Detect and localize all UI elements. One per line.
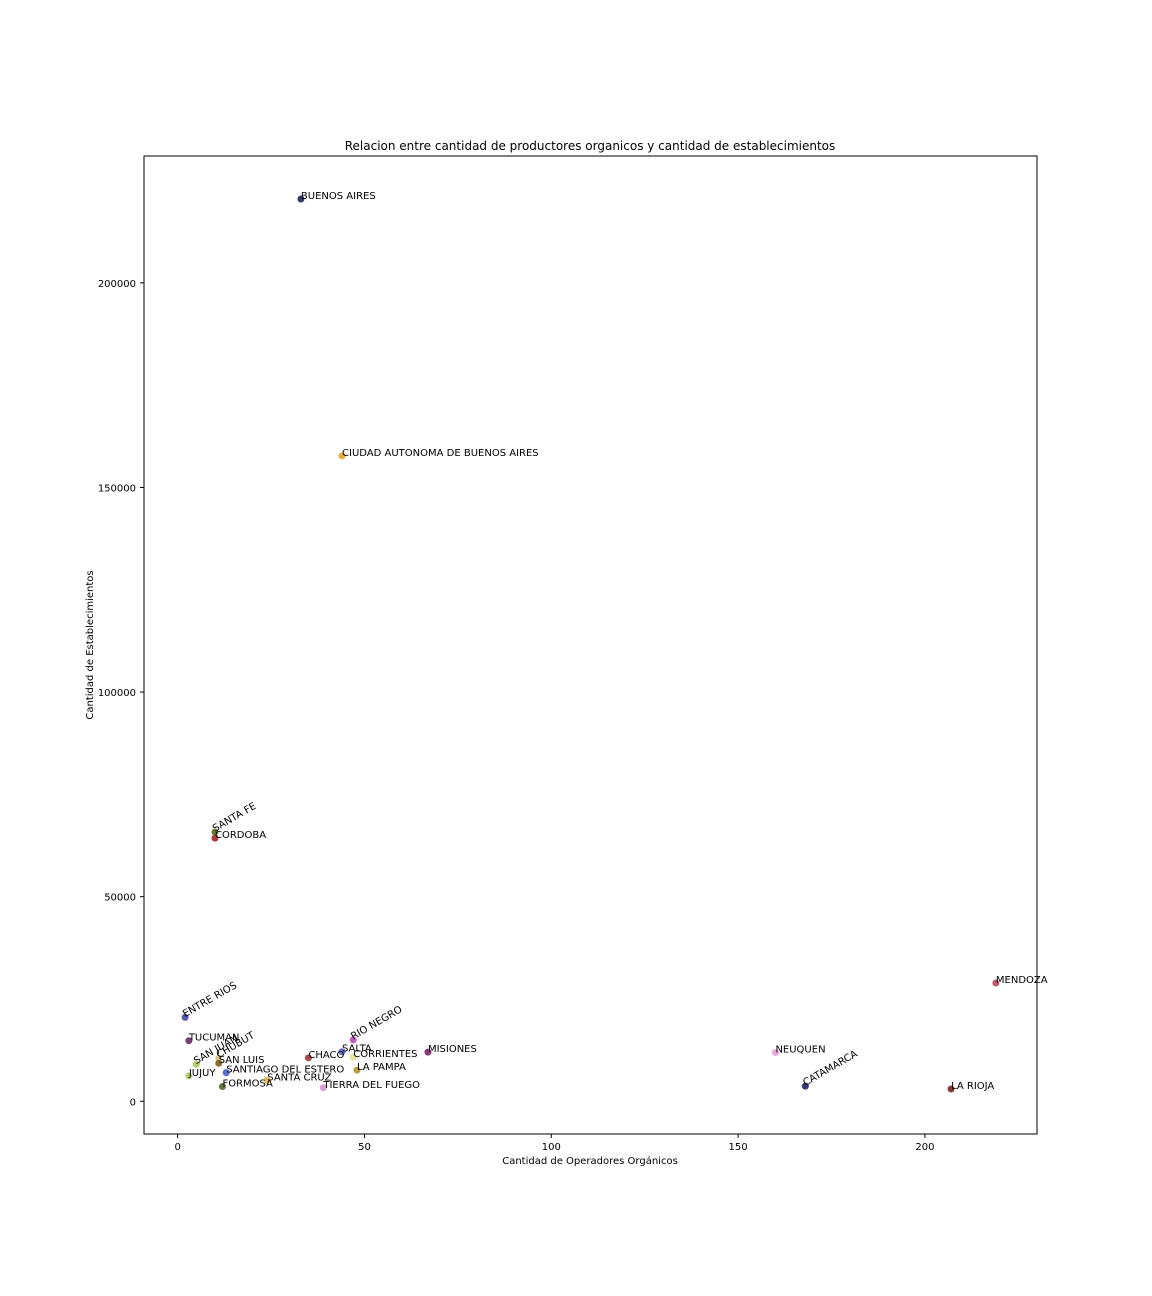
point-label: RIO NEGRO <box>349 1004 404 1042</box>
data-point <box>338 1048 346 1056</box>
chart-title: Relacion entre cantidad de productores o… <box>345 139 836 153</box>
x-tick-label: 100 <box>542 1142 561 1153</box>
data-point <box>424 1048 432 1056</box>
data-point <box>297 195 305 203</box>
x-tick-label: 50 <box>358 1142 371 1153</box>
point-labels: BUENOS AIRES CIUDAD AUTONOMA DE BUENOS AI… <box>181 191 1048 1092</box>
point-label: TUCUMAN <box>188 1033 240 1044</box>
data-point <box>185 1037 193 1045</box>
data-point <box>349 1053 357 1061</box>
y-tick-label: 150000 <box>98 483 136 494</box>
y-tick-label: 100000 <box>98 688 136 699</box>
data-points <box>181 195 1000 1093</box>
x-tick-label: 150 <box>729 1142 748 1153</box>
point-label: TIERRA DEL FUEGO <box>322 1080 420 1091</box>
data-point <box>215 1059 223 1067</box>
point-label: MENDOZA <box>996 975 1048 986</box>
point-label: MISIONES <box>428 1044 477 1055</box>
data-point <box>211 828 219 836</box>
point-label: CIUDAD AUTONOMA DE BUENOS AIRES <box>342 448 539 459</box>
y-axis: 0 50000 100000 150000 200000 <box>98 279 144 1108</box>
data-point <box>349 1036 357 1044</box>
point-label: FORMOSA <box>222 1079 273 1090</box>
point-label: NEUQUEN <box>775 1045 825 1056</box>
data-point <box>192 1060 200 1068</box>
data-point <box>263 1076 271 1084</box>
x-tick-label: 200 <box>915 1142 934 1153</box>
point-label: CHACO <box>308 1050 344 1061</box>
point-label: JUJUY <box>188 1068 217 1079</box>
data-point <box>211 834 219 842</box>
point-label: SANTIAGO DEL ESTERO <box>226 1065 344 1076</box>
data-point <box>771 1049 779 1057</box>
point-label: ENTRE RIOS <box>181 980 239 1020</box>
point-label: CORRIENTES <box>353 1049 417 1060</box>
x-axis: 0 50 100 150 200 <box>174 1134 934 1153</box>
data-point <box>947 1085 955 1093</box>
x-axis-label: Cantidad de Operadores Orgánicos <box>502 1155 678 1167</box>
point-label: SANTA CRUZ <box>267 1072 331 1083</box>
point-label: SALTA <box>342 1044 372 1055</box>
x-tick-label: 0 <box>174 1142 180 1153</box>
data-point <box>215 1054 223 1062</box>
y-tick-label: 200000 <box>98 279 136 290</box>
data-point <box>185 1072 193 1080</box>
data-point <box>353 1066 361 1074</box>
data-point <box>319 1084 327 1092</box>
data-point <box>222 1069 230 1077</box>
y-tick-label: 50000 <box>104 893 136 904</box>
y-tick-label: 0 <box>130 1097 136 1108</box>
point-label: SAN LUIS <box>219 1055 265 1066</box>
plot-area <box>143 155 1038 1135</box>
point-label: LA RIOJA <box>951 1081 994 1092</box>
data-point <box>304 1054 312 1062</box>
point-label: LA PAMPA <box>357 1062 406 1073</box>
data-point <box>992 979 1000 987</box>
y-axis-label: Cantidad de Establecimientos <box>85 570 96 719</box>
data-point <box>801 1082 809 1090</box>
point-label: CORDOBA <box>215 830 266 841</box>
data-point <box>338 452 346 460</box>
data-point <box>181 1013 189 1021</box>
point-label: BUENOS AIRES <box>301 191 376 202</box>
data-point <box>218 1083 226 1091</box>
